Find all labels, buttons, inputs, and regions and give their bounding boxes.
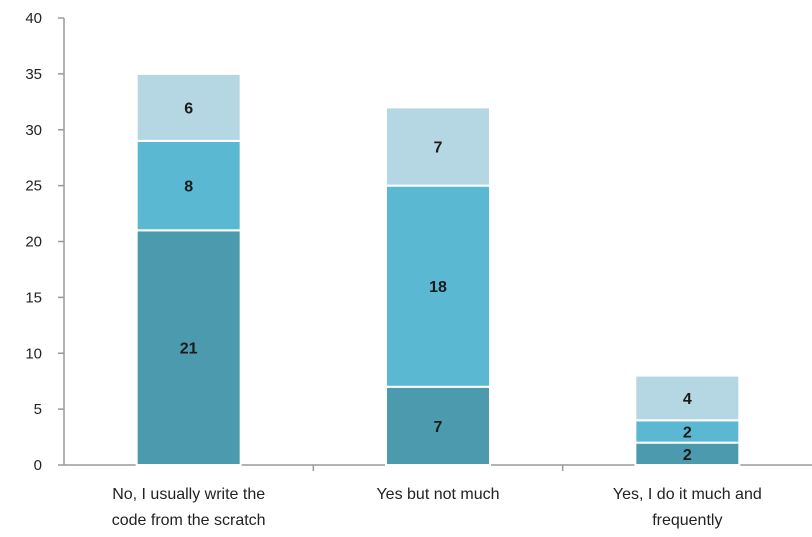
- y-tick-label: 15: [25, 289, 42, 306]
- bar-segment: [634, 374, 741, 422]
- bar-segment: [385, 106, 491, 187]
- data-label: 8: [184, 179, 193, 196]
- x-category-label: frequently: [652, 512, 722, 529]
- y-tick-label: 20: [25, 234, 42, 251]
- y-tick-label: 30: [25, 122, 42, 139]
- data-label: 2: [683, 447, 692, 464]
- x-category-label: Yes but not much: [376, 486, 499, 503]
- y-tick-label: 10: [25, 345, 42, 362]
- data-label: 7: [434, 140, 443, 157]
- y-tick-label: 40: [25, 10, 42, 27]
- bar-segment: [135, 139, 242, 232]
- bars: [135, 72, 741, 466]
- data-label: 18: [429, 279, 447, 296]
- x-category-label: code from the scratch: [112, 512, 266, 529]
- data-label: 4: [683, 391, 692, 408]
- x-category-label: No, I usually write the: [112, 486, 265, 503]
- bar-segment: [385, 385, 491, 466]
- data-label: 6: [184, 100, 193, 117]
- bar-segment: [135, 229, 242, 466]
- data-label: 2: [683, 424, 692, 441]
- y-tick-label: 35: [25, 66, 42, 83]
- x-category-label: Yes, I do it much and: [613, 486, 762, 503]
- y-tick-label: 5: [34, 401, 42, 418]
- data-label: 21: [180, 341, 198, 358]
- bar-segment: [385, 184, 491, 388]
- bar-segment: [135, 72, 242, 142]
- y-tick-label: 25: [25, 178, 42, 195]
- y-tick-label: 0: [34, 457, 42, 474]
- data-label: 7: [434, 419, 443, 436]
